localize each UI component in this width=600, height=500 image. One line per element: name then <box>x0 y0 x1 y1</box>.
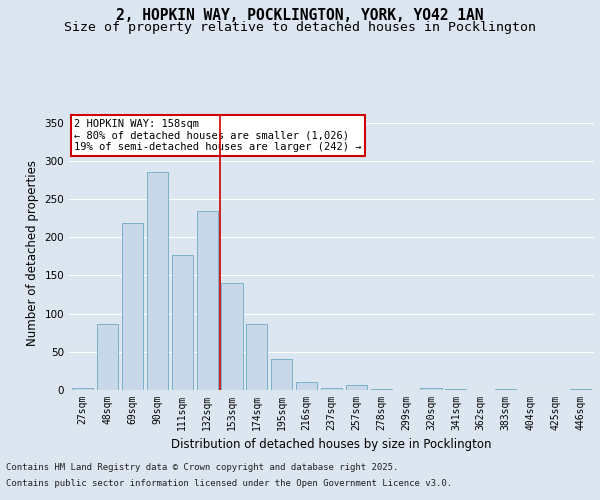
Text: 2, HOPKIN WAY, POCKLINGTON, YORK, YO42 1AN: 2, HOPKIN WAY, POCKLINGTON, YORK, YO42 1… <box>116 8 484 22</box>
Text: Size of property relative to detached houses in Pocklington: Size of property relative to detached ho… <box>64 21 536 34</box>
Bar <box>72 388 93 390</box>
Bar <box>296 382 317 390</box>
Bar <box>246 324 268 390</box>
Bar <box>172 255 193 390</box>
Bar <box>321 388 342 390</box>
Bar <box>147 172 168 390</box>
Y-axis label: Number of detached properties: Number of detached properties <box>26 160 39 346</box>
Bar <box>421 388 442 390</box>
Bar <box>197 211 218 390</box>
Bar <box>122 224 143 390</box>
Bar <box>570 389 591 390</box>
Bar <box>346 386 367 390</box>
Bar <box>371 389 392 390</box>
Text: Contains public sector information licensed under the Open Government Licence v3: Contains public sector information licen… <box>6 478 452 488</box>
Text: 2 HOPKIN WAY: 158sqm
← 80% of detached houses are smaller (1,026)
19% of semi-de: 2 HOPKIN WAY: 158sqm ← 80% of detached h… <box>74 119 362 152</box>
Bar <box>495 389 516 390</box>
Text: Contains HM Land Registry data © Crown copyright and database right 2025.: Contains HM Land Registry data © Crown c… <box>6 464 398 472</box>
X-axis label: Distribution of detached houses by size in Pocklington: Distribution of detached houses by size … <box>171 438 492 452</box>
Bar <box>221 283 242 390</box>
Bar <box>445 389 466 390</box>
Bar <box>271 360 292 390</box>
Bar <box>97 324 118 390</box>
